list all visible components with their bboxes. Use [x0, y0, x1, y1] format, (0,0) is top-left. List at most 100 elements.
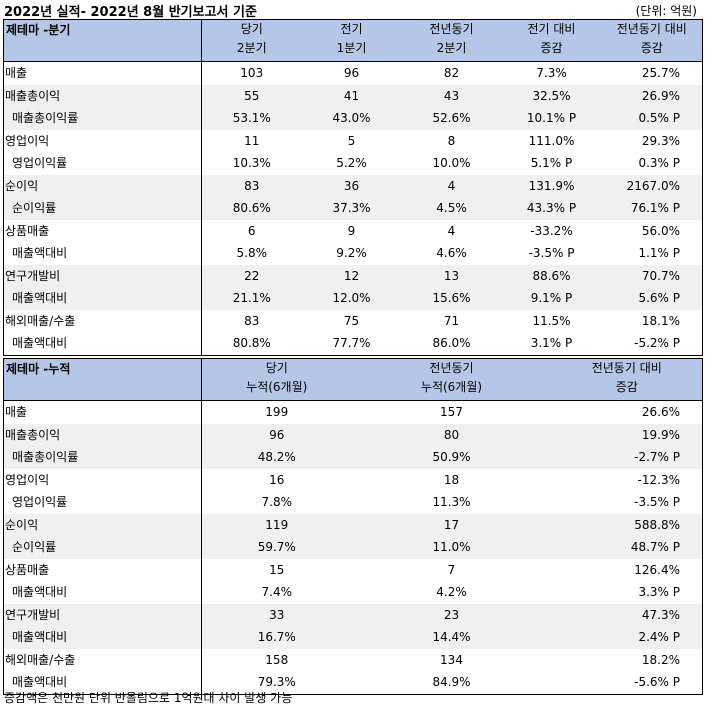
table-cell: 26.6% — [551, 400, 703, 424]
header-cell: 전년동기 2분기 — [401, 19, 502, 62]
table-row: 연구개발비 22 12 13 88.6% 70.7% — [3, 264, 703, 287]
header-cell: 제테마 -누적 — [3, 358, 202, 401]
table-cell: 37.3% — [301, 197, 402, 220]
table-cell: 13 — [401, 264, 502, 287]
table-cell: 5.8% — [201, 242, 302, 265]
row-label: 매출총이익 — [3, 423, 202, 446]
table-cell: 41 — [301, 84, 402, 107]
table-cell: 43.0% — [301, 107, 402, 130]
row-label: 연구개발비 — [3, 603, 202, 626]
table-cell: 52.6% — [401, 107, 502, 130]
table-row: 연구개발비 33 23 47.3% — [3, 603, 703, 626]
footnote: 증감액은 천만원 단위 반올림으로 1억원대 차이 발생 가능 — [4, 691, 293, 705]
table-cell: 21.1% — [201, 287, 302, 310]
table-row: 매출액대비 7.4% 4.2% 3.3% P — [3, 581, 703, 604]
header-line-1: 당기 — [240, 22, 263, 36]
table-cell: 48.7% P — [551, 536, 703, 559]
table-cell: 131.9% — [501, 174, 602, 197]
table-cell: 6 — [201, 219, 302, 242]
table-cell: 10.3% — [201, 152, 302, 175]
table-cell: 12.0% — [301, 287, 402, 310]
table-cell: 126.4% — [551, 558, 703, 581]
table-cell: 29.3% — [601, 129, 703, 152]
table-cell: 26.9% — [601, 84, 703, 107]
table-cell: 11.5% — [501, 309, 602, 332]
table-cell: 5.2% — [301, 152, 402, 175]
table-cell: 9.2% — [301, 242, 402, 265]
table-cell: 7.3% — [501, 61, 602, 85]
header-line-1: 전년동기 대비 — [616, 22, 687, 36]
table-cell: 55 — [201, 84, 302, 107]
table-cell: 84.9% — [351, 671, 552, 694]
header-line-1: 전년동기 — [429, 22, 474, 36]
table-row: 순이익 83 36 4 131.9% 2167.0% — [3, 174, 703, 197]
table-cell: 11.0% — [351, 536, 552, 559]
table-cell: 158 — [201, 648, 352, 671]
row-label: 매출액대비 — [3, 671, 202, 694]
table-cell: 56.0% — [601, 219, 703, 242]
table-cell: 15 — [201, 558, 352, 581]
table-row: 상품매출 6 9 4 -33.2% 56.0% — [3, 219, 703, 242]
table-cell: 4.6% — [401, 242, 502, 265]
table-row: 순이익률 80.6% 37.3% 4.5% 43.3% P 76.1% P — [3, 197, 703, 220]
table-cell: 1.1% P — [601, 242, 703, 265]
table-cell: 86.0% — [401, 332, 502, 355]
cumulative-table: 제테마 -누적 당기 누적(6개월) 전년동기 누적(6개월) 전년동기 대비 증감 매출 1… — [3, 358, 703, 695]
table-cell: -12.3% — [551, 468, 703, 491]
row-label: 매출 — [3, 61, 202, 85]
table-cell: 10.1% P — [501, 107, 602, 130]
table-cell: 83 — [201, 174, 302, 197]
header-cell: 전기 대비 증감 — [501, 19, 602, 62]
table-cell: 10.0% — [401, 152, 502, 175]
row-label: 해외매출/수출 — [3, 309, 202, 332]
row-label: 영업이익률 — [3, 491, 202, 514]
row-label: 영업이익 — [3, 129, 202, 152]
table-cell: 77.7% — [301, 332, 402, 355]
row-label: 매출액대비 — [3, 242, 202, 265]
row-label: 해외매출/수출 — [3, 648, 202, 671]
table-cell: 17 — [351, 513, 552, 536]
header-line-2: 2분기 — [436, 41, 467, 55]
table-cell: 25.7% — [601, 61, 703, 85]
table-cell: 103 — [201, 61, 302, 85]
table-row: 순이익률 59.7% 11.0% 48.7% P — [3, 536, 703, 559]
table-cell: 32.5% — [501, 84, 602, 107]
report-title: 2022년 실적- 2022년 8월 반기보고서 기준 — [4, 5, 257, 20]
table-cell: 111.0% — [501, 129, 602, 152]
table-cell: 43 — [401, 84, 502, 107]
table-cell: 76.1% P — [601, 197, 703, 220]
row-label: 매출액대비 — [3, 332, 202, 355]
header-cell: 전년동기 대비 증감 — [551, 358, 703, 401]
table-cell: 4 — [401, 174, 502, 197]
table-row: 매출총이익 96 80 19.9% — [3, 423, 703, 446]
header-line-2: 누적(6개월) — [420, 380, 483, 394]
table-row: 매출액대비 80.8% 77.7% 86.0% 3.1% P -5.2% P — [3, 332, 703, 355]
row-label: 매출총이익률 — [3, 107, 202, 130]
header-line-1: 당기 — [265, 361, 288, 375]
header-cell: 전기 1분기 — [301, 19, 402, 62]
header-line-1: 제테마 -분기 — [6, 23, 71, 37]
row-label: 순이익률 — [3, 197, 202, 220]
table-row: 매출총이익률 48.2% 50.9% -2.7% P — [3, 446, 703, 469]
table-cell: 19.9% — [551, 423, 703, 446]
table-cell: 96 — [301, 61, 402, 85]
table-cell: 79.3% — [201, 671, 352, 694]
table-cell: 7.8% — [201, 491, 352, 514]
quarterly-table: 제테마 -분기 당기 2분기 전기 1분기 전년동기 2분기 전기 대비 증감 전년동기 대비 증감… — [3, 19, 703, 356]
table-row: 해외매출/수출 158 134 18.2% — [3, 648, 703, 671]
row-label: 순이익 — [3, 513, 202, 536]
header-cell: 전년동기 누적(6개월) — [351, 358, 552, 401]
table-cell: 3.3% P — [551, 581, 703, 604]
table-cell: 82 — [401, 61, 502, 85]
header-line-2: 누적(6개월) — [246, 380, 308, 394]
table-cell: 96 — [201, 423, 352, 446]
table-row: 매출액대비 5.8% 9.2% 4.6% -3.5% P 1.1% P — [3, 242, 703, 265]
table-cell: 2167.0% — [601, 174, 703, 197]
table-cell: 199 — [201, 400, 352, 424]
row-label: 연구개발비 — [3, 264, 202, 287]
table-cell: 43.3% P — [501, 197, 602, 220]
header-line-2: 2분기 — [236, 41, 267, 55]
table-cell: 33 — [201, 603, 352, 626]
table-cell: 5.6% P — [601, 287, 703, 310]
